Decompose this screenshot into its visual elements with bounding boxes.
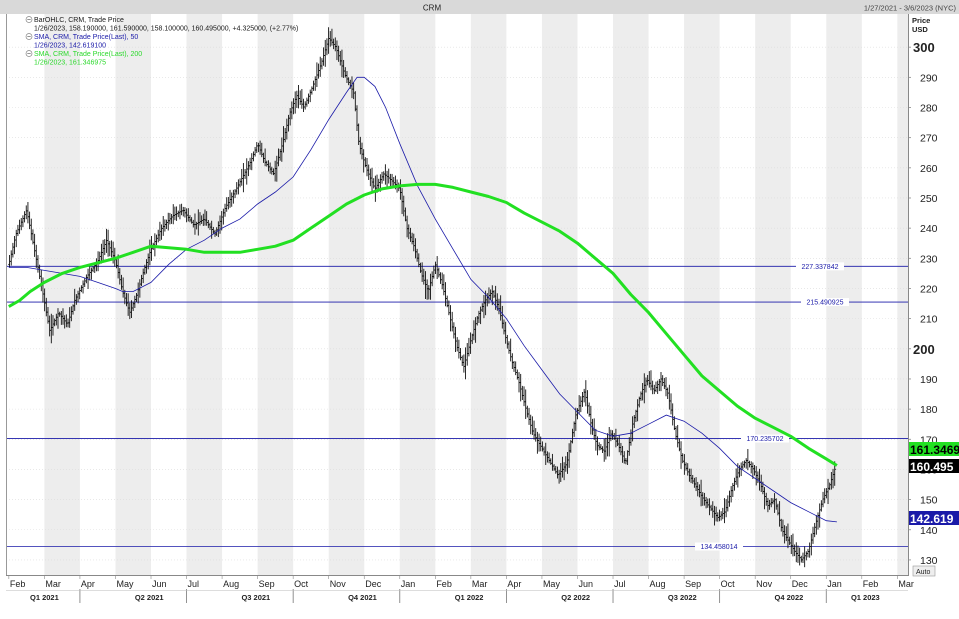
price-tick-label: 220	[920, 283, 938, 295]
month-label: May	[543, 579, 561, 589]
quarter-label: Q1 2021	[30, 593, 59, 602]
month-band	[115, 14, 152, 575]
level-label: 227.337842	[802, 264, 839, 271]
month-label: Jan	[827, 579, 842, 589]
level-label-bg	[695, 542, 743, 551]
sma-50-line[interactable]	[8, 76, 837, 523]
level-label-bg	[801, 298, 849, 307]
legend-series-title: SMA, CRM, Trade Price(Last), 200	[34, 51, 142, 58]
time-axis[interactable]: Feb Mar Apr May Jun Jul Aug Sep Oct Nov Dec Jan Feb M…	[6, 575, 914, 603]
auto-scale-button[interactable]: Auto	[912, 565, 936, 577]
price-axis-title: Price	[912, 16, 930, 25]
month-label: Mar	[45, 579, 61, 589]
legend-series-title: BarOHLC, CRM, Trade Price	[34, 17, 124, 24]
legend-series-values: 1/26/2023, 158.190000, 161.590000, 158.1…	[34, 26, 298, 33]
quarter-label: Q2 2022	[561, 593, 590, 602]
last-value-tag	[909, 511, 959, 525]
horizontal-levels[interactable]: 227.337842 215.490925 170.235702 134.458014	[6, 262, 908, 551]
month-label: Sep	[259, 579, 275, 589]
month-label: May	[116, 579, 134, 589]
level-label-bg	[796, 262, 844, 271]
month-band	[826, 14, 862, 575]
month-label: Jun	[152, 579, 167, 589]
symbol-title: CRM	[423, 4, 442, 13]
quarter-label: Q2 2021	[135, 593, 164, 602]
month-label: Sep	[685, 579, 701, 589]
sma-200-line[interactable]	[8, 182, 838, 467]
month-label: Jul	[188, 579, 200, 589]
quarter-label: Q3 2022	[668, 593, 697, 602]
gridlines	[6, 46, 908, 561]
title-bar	[0, 0, 959, 14]
price-tick-label: 250	[920, 193, 938, 205]
last-value-text: 142.619	[910, 512, 954, 526]
legend-series-values: 1/26/2023, 161.346975	[34, 60, 106, 67]
month-label: Dec	[365, 579, 382, 589]
month-label: Dec	[792, 579, 809, 589]
price-tick-label: 230	[920, 253, 938, 265]
level-label: 215.490925	[807, 300, 844, 307]
level-label: 134.458014	[701, 544, 738, 551]
price-tick-label: 270	[920, 133, 938, 145]
month-band	[897, 14, 908, 575]
price-axis[interactable]: Price USD 130140150160170180190200210220…	[908, 16, 938, 567]
month-label: Feb	[436, 579, 452, 589]
legend-series-title: SMA, CRM, Trade Price(Last), 50	[34, 34, 138, 41]
month-label: Jan	[401, 579, 416, 589]
price-tick-label: 300	[913, 40, 935, 55]
price-tick-label: 140	[920, 525, 938, 537]
month-label: Nov	[756, 579, 773, 589]
legend: BarOHLC, CRM, Trade Price 1/26/2023, 158.…	[25, 16, 298, 67]
price-tick-label: 260	[920, 163, 938, 175]
month-label: Aug	[223, 579, 239, 589]
month-label: Oct	[721, 579, 736, 589]
price-tick-label: 290	[920, 72, 938, 84]
quarter-label: Q4 2021	[348, 593, 377, 602]
month-band	[186, 14, 223, 575]
month-band	[257, 14, 294, 575]
last-value-tag	[909, 459, 959, 473]
month-label: Jun	[578, 579, 593, 589]
price-tick-label: 280	[920, 103, 938, 115]
price-tick-label: 210	[920, 314, 938, 326]
month-band	[328, 14, 365, 575]
month-band	[541, 14, 578, 575]
legend-series-values: 1/26/2023, 142.619100	[34, 43, 106, 50]
month-band	[684, 14, 720, 575]
last-value-tags: 161.3469 160.495 142.619	[909, 442, 959, 526]
last-value-text: 160.495	[910, 460, 954, 474]
quarter-label: Q3 2021	[241, 593, 270, 602]
month-label: Mar	[898, 579, 914, 589]
quarter-label: Q1 2023	[851, 593, 880, 602]
price-tick-label: 240	[920, 223, 938, 235]
price-tick-label: 180	[920, 404, 938, 416]
quarter-label: Q4 2022	[775, 593, 804, 602]
price-axis-currency: USD	[912, 25, 928, 34]
last-value-tag	[909, 442, 959, 456]
price-tick-label: 200	[913, 342, 935, 357]
last-value-text: 161.3469	[910, 443, 959, 457]
price-tick-label: 150	[920, 495, 938, 507]
date-range: 1/27/2021 - 3/6/2023 (NYC)	[864, 4, 957, 13]
price-tick-label: 130	[920, 555, 938, 567]
auto-button-label: Auto	[916, 569, 931, 576]
month-label: Jul	[614, 579, 626, 589]
month-label: Oct	[294, 579, 309, 589]
month-label: Mar	[472, 579, 488, 589]
month-label: Feb	[10, 579, 26, 589]
month-band	[44, 14, 80, 575]
quarter-label: Q1 2022	[455, 593, 484, 602]
month-label: Apr	[81, 579, 95, 589]
month-label: Feb	[863, 579, 879, 589]
month-label: Nov	[330, 579, 347, 589]
month-band	[399, 14, 436, 575]
month-label: Aug	[650, 579, 666, 589]
price-tick-label: 190	[920, 374, 938, 386]
level-label-bg	[741, 434, 789, 443]
month-label: Apr	[507, 579, 521, 589]
level-label: 170.235702	[747, 436, 784, 443]
